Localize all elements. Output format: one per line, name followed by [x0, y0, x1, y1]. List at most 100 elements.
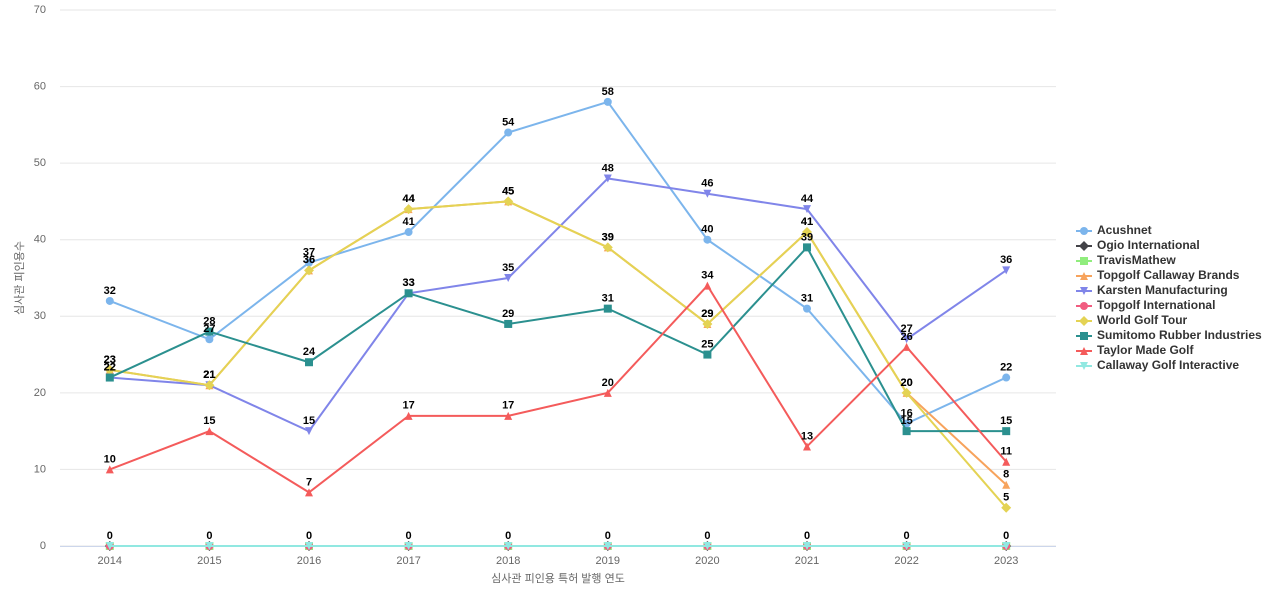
- data-label: 31: [602, 293, 614, 305]
- marker: [205, 335, 214, 344]
- legend-label: Ogio International: [1097, 238, 1200, 252]
- marker: [703, 350, 712, 359]
- marker: [404, 542, 413, 550]
- marker: [1080, 347, 1088, 355]
- data-label: 39: [602, 231, 614, 243]
- data-label: 24: [303, 346, 316, 358]
- data-label: 33: [402, 277, 414, 289]
- marker: [304, 265, 314, 276]
- x-tick-label: 2020: [695, 555, 719, 567]
- x-tick-label: 2018: [496, 555, 520, 567]
- marker: [603, 388, 612, 397]
- marker: [205, 542, 214, 550]
- marker: [1080, 287, 1088, 295]
- marker: [1002, 373, 1011, 382]
- data-label: 17: [502, 400, 514, 412]
- data-label: 46: [701, 178, 713, 190]
- marker: [803, 243, 811, 252]
- marker: [1002, 480, 1011, 489]
- legend-label: Topgolf Callaway Brands: [1097, 268, 1240, 282]
- data-label: 39: [801, 231, 813, 243]
- y-tick-label: 40: [34, 234, 46, 246]
- marker: [305, 542, 313, 550]
- series: [105, 281, 1011, 497]
- data-label: 16: [900, 407, 912, 419]
- data-label: 8: [1003, 469, 1009, 481]
- marker: [602, 242, 613, 253]
- series-line: [109, 100, 1007, 425]
- marker: [1080, 332, 1088, 340]
- series-line: [109, 200, 1007, 509]
- y-tick-label: 0: [40, 540, 46, 552]
- marker: [1079, 241, 1089, 251]
- x-tick-label: 2021: [795, 555, 819, 567]
- data-label: 23: [104, 354, 116, 366]
- data-label: 20: [602, 377, 614, 389]
- data-label: 25: [701, 338, 713, 350]
- data-label: 22: [1000, 361, 1012, 373]
- marker: [305, 427, 313, 436]
- data-label: 41: [801, 216, 813, 228]
- marker: [603, 542, 612, 550]
- legend-label: Callaway Golf Interactive: [1097, 358, 1239, 372]
- data-label: 27: [203, 323, 215, 335]
- marker: [403, 204, 414, 215]
- marker: [404, 228, 413, 237]
- data-label: 44: [402, 193, 415, 205]
- marker: [504, 128, 513, 137]
- legend-label: Topgolf International: [1097, 298, 1215, 312]
- data-label: 39: [602, 231, 614, 243]
- marker: [205, 327, 214, 336]
- data-label: 31: [801, 293, 813, 305]
- marker: [1080, 257, 1088, 265]
- marker: [1002, 266, 1011, 275]
- data-label: 37: [303, 247, 315, 259]
- series: [105, 174, 1011, 436]
- marker: [404, 289, 413, 298]
- data-label: 54: [502, 116, 515, 128]
- data-label: 44: [402, 193, 415, 205]
- marker: [404, 411, 413, 420]
- data-label: 5: [1003, 492, 1009, 504]
- data-label: 7: [306, 476, 312, 488]
- data-label: 41: [801, 216, 813, 228]
- legend-label: World Golf Tour: [1097, 313, 1188, 327]
- marker: [504, 319, 513, 328]
- data-label: 28: [203, 316, 215, 328]
- marker: [105, 296, 114, 305]
- marker: [305, 258, 313, 267]
- data-label: 20: [900, 377, 912, 389]
- y-axis-title: 심사관 피인용수: [13, 241, 26, 315]
- data-label: 40: [701, 224, 713, 236]
- x-tick-label: 2019: [596, 555, 620, 567]
- data-label: 15: [203, 415, 215, 427]
- legend-label: Acushnet: [1097, 223, 1152, 237]
- marker: [803, 442, 811, 451]
- x-axis-title: 심사관 피인용 특허 발행 연도: [491, 572, 625, 585]
- marker: [1002, 427, 1011, 436]
- data-label: 29: [502, 308, 514, 320]
- data-label: 58: [602, 86, 614, 98]
- marker: [1080, 272, 1088, 280]
- x-tick-label: 2017: [396, 555, 420, 567]
- legend-label: Sumitomo Rubber Industries: [1097, 328, 1262, 342]
- marker: [802, 227, 812, 238]
- x-tick-label: 2015: [197, 555, 221, 567]
- data-label: 20: [900, 377, 912, 389]
- marker: [1002, 542, 1011, 550]
- data-label: 13: [801, 430, 813, 442]
- data-label: 36: [303, 254, 315, 266]
- data-label: 0: [206, 530, 212, 542]
- data-label: 17: [402, 400, 414, 412]
- y-tick-label: 50: [34, 157, 46, 169]
- y-tick-label: 30: [34, 310, 46, 322]
- data-label: 27: [900, 323, 912, 335]
- data-label: 45: [502, 185, 514, 197]
- y-tick-label: 10: [34, 463, 46, 475]
- data-label: 0: [804, 530, 810, 542]
- data-label: 36: [303, 254, 315, 266]
- marker: [504, 274, 513, 282]
- series: [105, 243, 1011, 436]
- marker: [703, 189, 712, 198]
